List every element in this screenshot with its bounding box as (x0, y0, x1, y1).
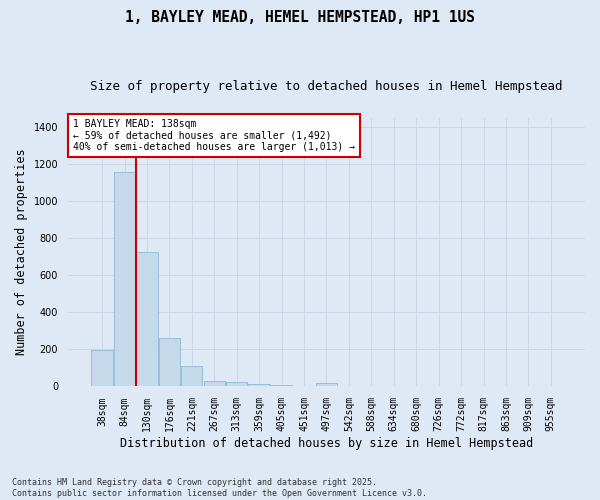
Text: 1, BAYLEY MEAD, HEMEL HEMPSTEAD, HP1 1US: 1, BAYLEY MEAD, HEMEL HEMPSTEAD, HP1 1US (125, 10, 475, 25)
Text: 1 BAYLEY MEAD: 138sqm
← 59% of detached houses are smaller (1,492)
40% of semi-d: 1 BAYLEY MEAD: 138sqm ← 59% of detached … (73, 119, 355, 152)
Text: Contains HM Land Registry data © Crown copyright and database right 2025.
Contai: Contains HM Land Registry data © Crown c… (12, 478, 427, 498)
Bar (181, 366, 202, 386)
Bar (226, 382, 247, 386)
Y-axis label: Number of detached properties: Number of detached properties (15, 149, 28, 356)
Bar (271, 385, 292, 386)
Bar (114, 172, 135, 386)
Bar (136, 252, 158, 386)
Bar (159, 338, 180, 386)
Bar (248, 384, 270, 386)
Bar (203, 380, 225, 386)
Title: Size of property relative to detached houses in Hemel Hempstead: Size of property relative to detached ho… (90, 80, 563, 93)
Bar (316, 383, 337, 386)
X-axis label: Distribution of detached houses by size in Hemel Hempstead: Distribution of detached houses by size … (120, 437, 533, 450)
Bar (91, 350, 113, 387)
